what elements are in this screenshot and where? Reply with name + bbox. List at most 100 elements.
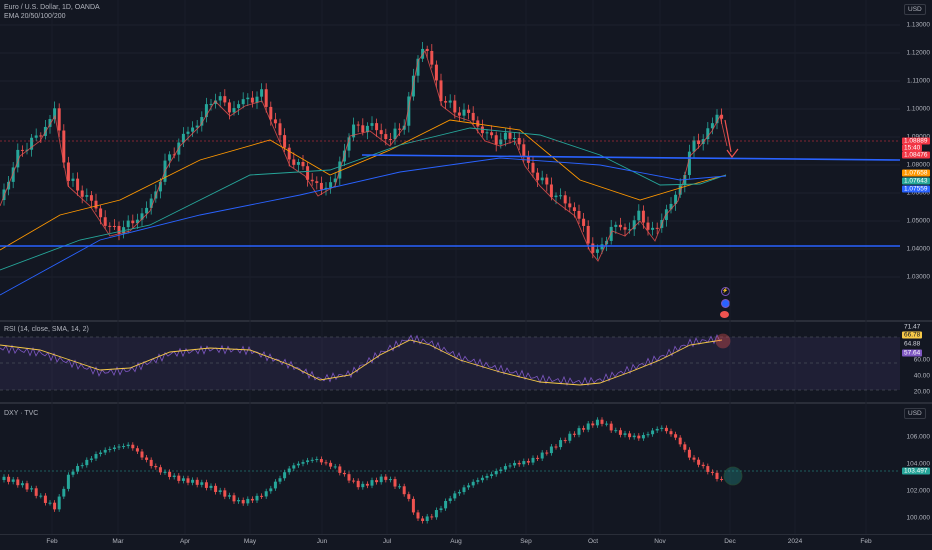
dxy-candle-body [296, 463, 300, 466]
candle-body [462, 109, 466, 116]
dxy-candle-body [16, 479, 20, 486]
dxy-candle-body [563, 440, 567, 442]
candle-body [531, 162, 535, 173]
dxy-candle-body [25, 483, 29, 490]
dxy-candle-body [269, 488, 273, 492]
price-tag-ema20: 1.08476 [902, 151, 930, 159]
candle-body [301, 161, 305, 167]
candle-body [255, 96, 259, 103]
candle-body [609, 226, 613, 241]
candle-body [365, 125, 369, 133]
dxy-candle-body [416, 512, 420, 519]
candle-body [568, 203, 572, 208]
candle-body [398, 128, 402, 130]
dxy-candle-body [674, 434, 678, 438]
axis-tick: 102.000 [906, 487, 931, 495]
dxy-candle-body [485, 475, 489, 478]
dxy-candle-body [338, 466, 342, 473]
candle-body [715, 114, 719, 124]
dxy-candle-body [200, 482, 204, 485]
dxy-candle-body [273, 481, 277, 489]
candle-body [508, 132, 512, 139]
dxy-candle-body [582, 428, 586, 430]
pane-divider[interactable] [0, 402, 932, 404]
dxy-pane[interactable] [0, 404, 900, 534]
dxy-candle-body [499, 469, 503, 472]
dxy-legend[interactable]: DXY · TVC [4, 410, 39, 417]
candle-body [678, 185, 682, 195]
currency-button[interactable]: USD [904, 4, 926, 15]
price-axis[interactable]: 1.13000 1.12000 1.11000 1.10000 1.09000 … [900, 0, 932, 320]
axis-tick: 1.05000 [906, 217, 931, 225]
candle-body [430, 50, 434, 65]
candle-body [195, 125, 199, 128]
time-axis-border [0, 534, 932, 535]
candle-body [641, 210, 645, 223]
dxy-candle-body [540, 452, 544, 459]
dxy-candle-body [384, 476, 388, 480]
candle-body [683, 175, 687, 186]
price-tag-last: 1.08889 [902, 137, 930, 145]
candle-body [614, 224, 618, 227]
dxy-candle-body [683, 444, 687, 450]
dxy-candle-body [687, 449, 691, 458]
dxy-axis[interactable]: 106.000 104.000 102.000 100.000 [900, 404, 932, 534]
candle-body [126, 220, 130, 228]
candle-body [241, 99, 245, 105]
price-tag-ema100: 1.07643 [902, 177, 930, 185]
rsi-legend[interactable]: RSI (14, close, SMA, 14, 2) [4, 326, 89, 333]
candle-body [140, 213, 144, 220]
candle-body [623, 227, 627, 230]
dxy-candle-body [444, 500, 448, 509]
dxy-candle-body [255, 495, 259, 501]
candle-body [416, 58, 420, 76]
dxy-candle-body [306, 460, 310, 463]
candle-body [457, 112, 461, 116]
pane-divider[interactable] [0, 320, 932, 322]
dxy-candle-body [149, 459, 153, 467]
candle-body [444, 101, 448, 103]
ema-indicator-label[interactable]: EMA 20/50/100/200 [4, 13, 66, 20]
dxy-candle-body [168, 471, 172, 477]
time-label: Feb [46, 538, 58, 545]
rsi-axis[interactable]: 60.00 40.00 20.00 [900, 322, 932, 402]
candle-body [319, 182, 323, 190]
dxy-candle-body [628, 433, 632, 438]
dxy-candle-body [462, 487, 466, 493]
dxy-candle-body [664, 427, 668, 432]
candle-body [554, 195, 558, 198]
arrow-head [726, 148, 739, 159]
ema200-line [0, 157, 727, 296]
candle-body [563, 195, 567, 204]
candle-body [526, 156, 530, 163]
dxy-candle-body [430, 516, 434, 518]
dxy-candle-body [568, 433, 572, 441]
candle-body [57, 108, 61, 131]
dxy-candle-body [641, 435, 645, 439]
time-axis[interactable]: Feb Mar Apr May Jun Jul Aug Sep Oct Nov … [0, 535, 900, 550]
candle-body [425, 48, 429, 51]
dxy-candle-body [223, 490, 227, 497]
dxy-candle-body [2, 476, 6, 480]
flag-icon[interactable] [720, 311, 729, 318]
dxy-candle-body [572, 433, 576, 435]
dxy-currency-button[interactable]: USD [904, 408, 926, 419]
axis-tick: 100.000 [906, 514, 931, 522]
dxy-candle-body [122, 446, 126, 448]
arrow-line [724, 119, 732, 153]
dxy-candle-body [710, 471, 714, 473]
dxy-candle-body [706, 466, 710, 472]
candle-body [30, 137, 34, 150]
dxy-candle-body [310, 459, 314, 461]
dxy-highlight [723, 466, 743, 486]
chart-canvas[interactable] [0, 0, 900, 534]
candle-body [669, 203, 673, 210]
dxy-candle-body [595, 419, 599, 426]
dxy-candle-body [609, 423, 613, 431]
candle-body [315, 181, 319, 183]
dxy-candle-body [11, 479, 15, 482]
dxy-candle-body [204, 482, 208, 488]
candle-body [572, 207, 576, 211]
dxy-candle-body [398, 486, 402, 488]
candle-body [674, 194, 678, 204]
